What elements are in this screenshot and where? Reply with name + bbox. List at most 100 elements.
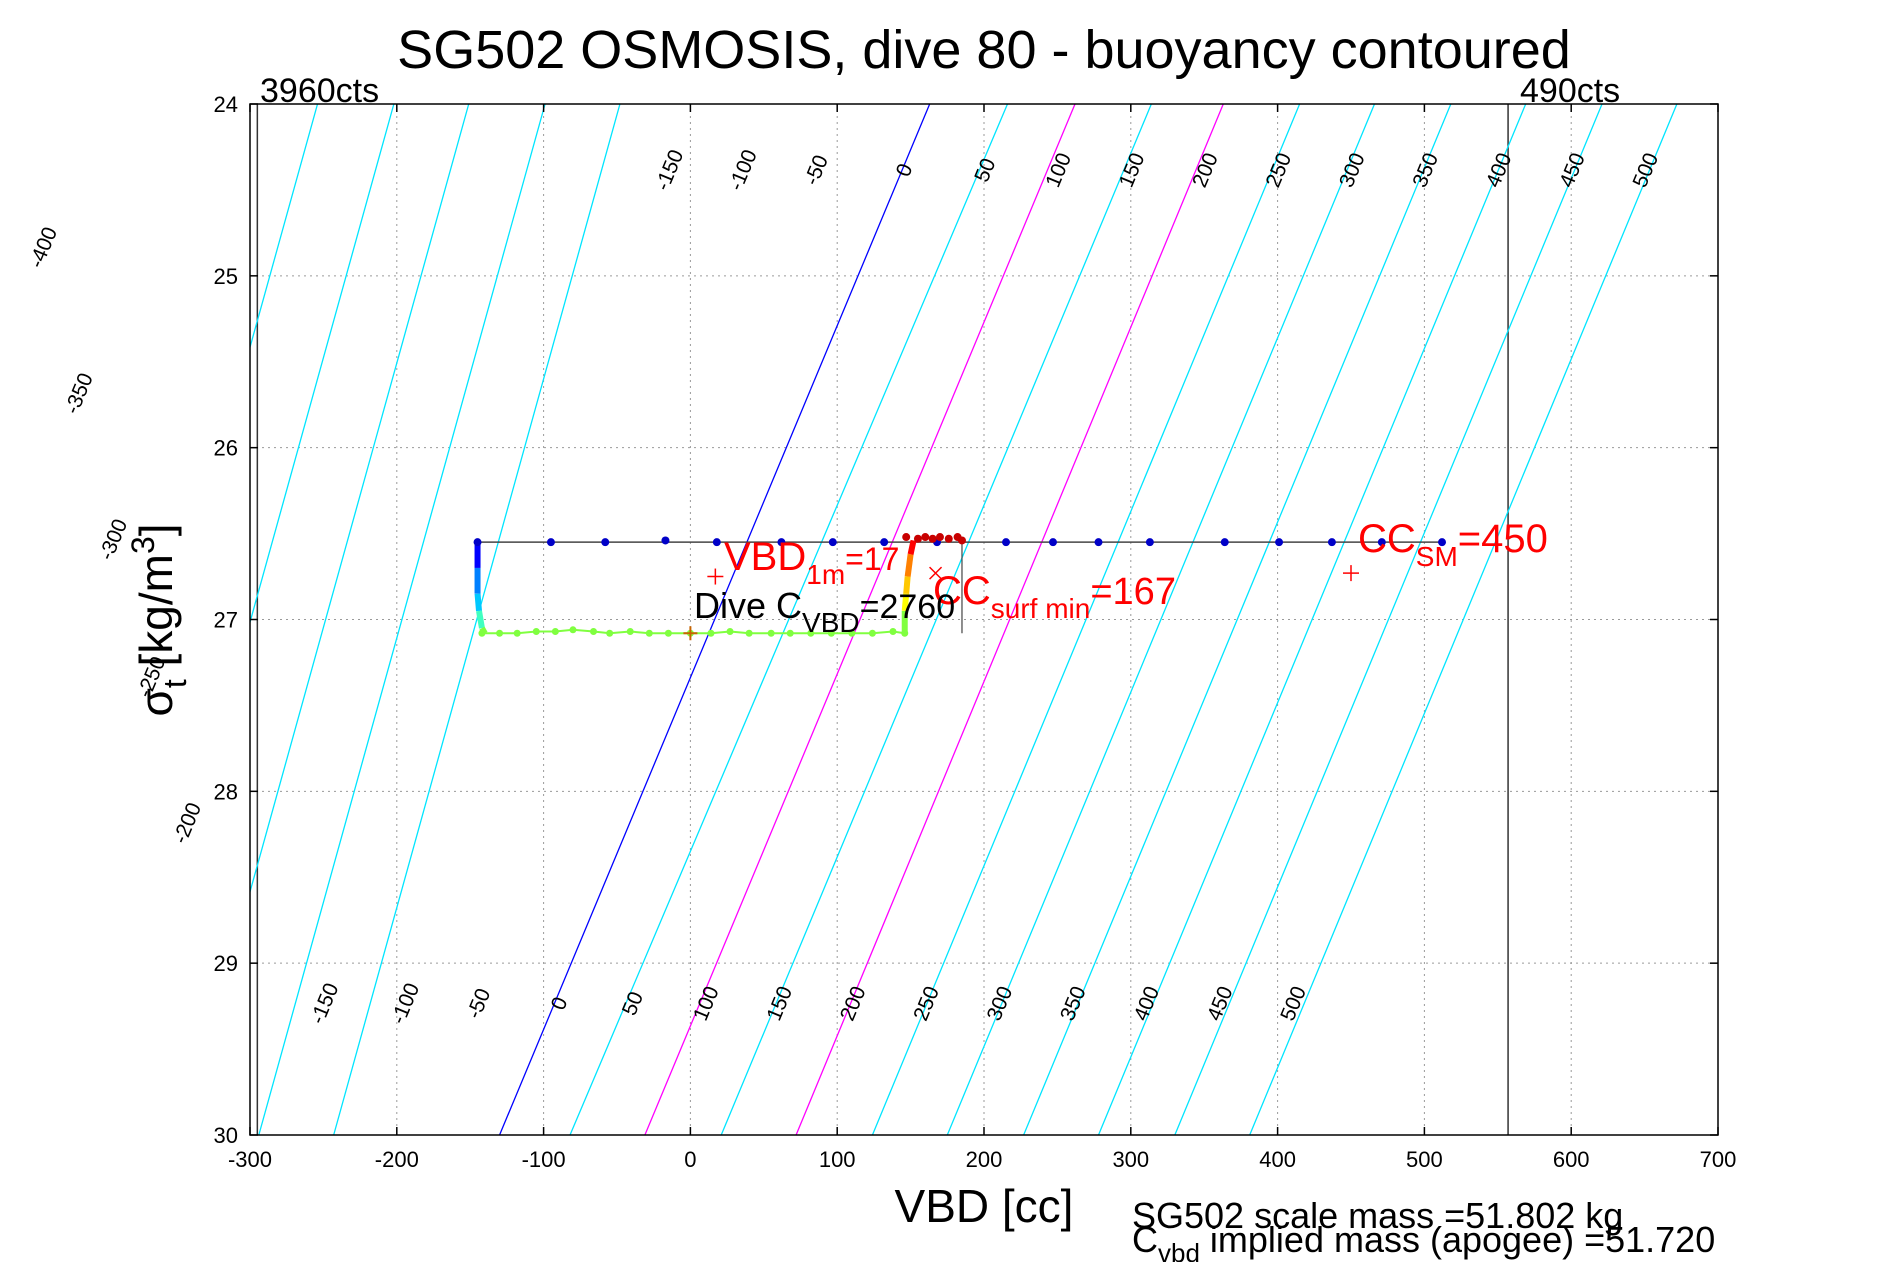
y-tick-label: 29: [214, 951, 238, 976]
contour-label-top: 150: [1115, 150, 1150, 191]
footer-scale-mass: SG502 scale mass =51.802 kg: [1132, 1195, 1623, 1236]
data-point: [827, 629, 835, 637]
annotation-cc-sm: CCSM=450: [1358, 517, 1548, 572]
ascent-segment: [901, 593, 910, 612]
data-series: [473, 533, 1447, 641]
y-tick-label: 28: [214, 779, 238, 804]
contour-label-top: -100: [724, 146, 761, 194]
contour-label-bottom: 500: [1276, 983, 1311, 1024]
data-point: [848, 629, 856, 637]
buoyancy-contour-200: [795, 104, 1224, 1135]
data-point: [473, 538, 482, 547]
data-point: [1220, 538, 1229, 547]
data-point: [478, 629, 486, 637]
x-tick-label: 100: [819, 1147, 856, 1172]
contour-label-top: 200: [1188, 150, 1223, 191]
contour-label-bottom: 250: [909, 983, 944, 1024]
data-point: [513, 629, 521, 637]
annotation-dive-cvbd: Dive CVBD=2760: [694, 585, 955, 638]
contour-label-bottom: 200: [836, 983, 871, 1024]
x-tick-label: 500: [1406, 1147, 1443, 1172]
data-point: [606, 629, 614, 637]
contour-label-top: 500: [1629, 150, 1664, 191]
y-tick-label: 27: [214, 608, 238, 633]
data-point: [1094, 538, 1103, 547]
data-point: [1002, 538, 1011, 547]
x-tick-label: 300: [1112, 1147, 1149, 1172]
data-point: [944, 534, 953, 543]
buoyancy-contour--250: [250, 104, 319, 350]
contour-label-top: 350: [1408, 150, 1443, 191]
contour-label-top: -150: [651, 146, 688, 194]
buoyancy-contour-350: [1023, 104, 1452, 1135]
buoyancy-contour-250: [871, 104, 1301, 1135]
contour-label-bottom: -150: [306, 980, 343, 1028]
contour-label-bottom: 450: [1203, 983, 1238, 1024]
footer-implied-mass: Cvbd implied mass (apogee) =51.720: [1132, 1219, 1715, 1262]
x-tick-label: -100: [522, 1147, 566, 1172]
contour-label-bottom: 150: [762, 983, 797, 1024]
data-point: [807, 629, 815, 637]
data-point: [532, 628, 540, 636]
buoyancy-contour-150: [720, 104, 1152, 1135]
data-point: [786, 629, 794, 637]
buoyancy-contour-0: [498, 104, 931, 1135]
annotation-vbd-1m: VBD1m=17: [724, 535, 899, 590]
ascent-segment: [907, 539, 917, 555]
corner-label-left: 3960cts: [260, 72, 379, 110]
buoyancy-contour-450: [1174, 104, 1603, 1135]
y-tick-label: 24: [214, 92, 238, 117]
contour-label-bottom: 100: [689, 983, 724, 1024]
contour-label-bottom: 0: [547, 994, 573, 1014]
contour-label-bottom: 350: [1056, 983, 1091, 1024]
data-point: [707, 629, 715, 637]
data-point: [777, 538, 786, 547]
x-tick-label: 700: [1700, 1147, 1737, 1172]
data-point: [913, 534, 922, 543]
data-point: [828, 538, 837, 547]
data-point: [601, 538, 610, 547]
axis-ticks: -300 -200 -100 0 100 200 300 400 500 600 700242526…: [214, 92, 1737, 1172]
buoyancy-contour--100: [258, 104, 546, 1135]
y-tick-label: 30: [214, 1123, 238, 1148]
contour-label-top: 100: [1041, 150, 1076, 191]
data-point: [1275, 538, 1284, 547]
contour-label-bottom: 50: [618, 988, 648, 1018]
x-tick-label: -200: [375, 1147, 419, 1172]
descent-segment: [474, 593, 482, 612]
data-point: [496, 629, 504, 637]
contour-label-left: -350: [61, 370, 98, 418]
buoyancy-contour--450: [0, 104, 22, 1135]
contour-label-top: 450: [1555, 150, 1590, 191]
data-point: [645, 629, 653, 637]
data-point: [546, 538, 555, 547]
buoyancy-contour-500: [1249, 104, 1678, 1135]
data-point: [569, 626, 577, 634]
data-point: [889, 628, 897, 636]
descent-segment: [476, 610, 485, 629]
x-tick-label: 400: [1259, 1147, 1296, 1172]
contour-label-bottom: 300: [983, 983, 1018, 1024]
ascent-segment: [903, 576, 911, 594]
data-point: [1438, 538, 1447, 547]
y-tick-label: 26: [214, 436, 238, 461]
data-point: [957, 536, 966, 545]
data-point: [626, 628, 634, 636]
data-point: [935, 533, 944, 542]
buoyancy-contour-50: [569, 104, 1009, 1135]
x-axis-label: VBD [cc]: [895, 1180, 1074, 1232]
corner-label-right: 490cts: [1520, 72, 1620, 110]
data-point: [726, 628, 734, 636]
marker-cc-surf: [929, 566, 943, 580]
data-point: [901, 629, 909, 637]
data-point: [921, 533, 930, 542]
x-tick-label: 600: [1553, 1147, 1590, 1172]
data-point: [712, 538, 721, 547]
buoyancy-contour--150: [250, 104, 470, 895]
y-axis-label: σt [kg/m3]: [125, 523, 193, 716]
x-tick-label: 200: [966, 1147, 1003, 1172]
contour-label-top: -50: [800, 152, 833, 189]
data-point: [767, 629, 775, 637]
ascent-segment: [904, 553, 914, 577]
